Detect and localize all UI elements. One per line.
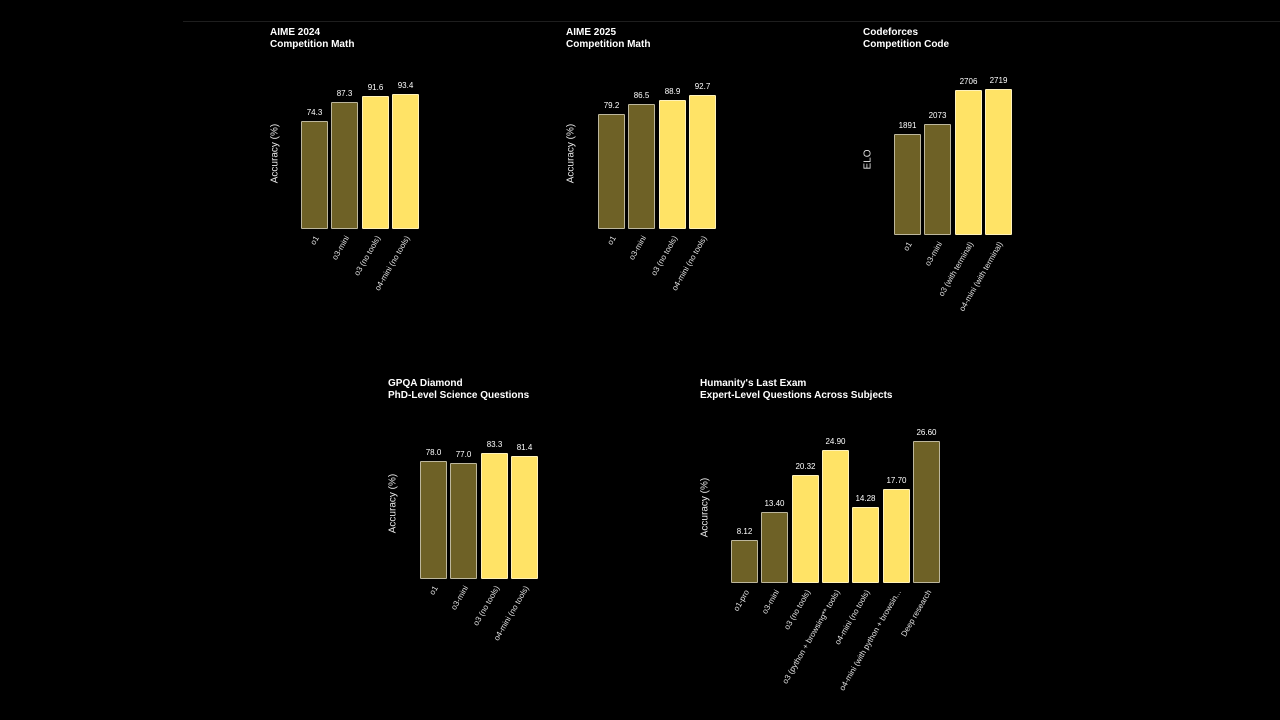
bar-value-label: 24.90 (825, 437, 846, 446)
bar-value-label: 2719 (989, 76, 1008, 85)
chart-subtitle-text: Competition Math (566, 39, 651, 50)
bar-o4-mini-no-tools[interactable] (852, 507, 879, 583)
bar-value-label: 77.0 (455, 450, 472, 459)
bar-value-label: 81.4 (516, 443, 533, 452)
x-tick-label: o3-mini (329, 234, 351, 262)
bar-value-label: 2706 (959, 77, 978, 86)
x-tick-label: o1 (605, 234, 618, 247)
bar-o1-pro[interactable] (731, 540, 758, 583)
bar-value-label: 8.12 (736, 527, 753, 536)
bar-o3-mini[interactable] (761, 512, 788, 583)
x-tick-label: o3-mini (759, 588, 781, 616)
bar-o3-mini[interactable] (924, 124, 951, 235)
y-axis-label: Accuracy (%) (387, 473, 399, 534)
top-divider (183, 21, 1280, 22)
x-tick-label: o3 (no tools) (470, 584, 501, 628)
bar-value-label: 1891 (898, 121, 917, 130)
bar-o3-no-tools[interactable] (792, 475, 819, 583)
chart-subtitle-text: Competition Math (270, 39, 355, 50)
bar-o3-no-tools[interactable] (659, 100, 686, 229)
chart-2: Codeforces Competition Code ELO 1891 o1 2073 o… (863, 27, 1123, 347)
x-tick-label: o1 (901, 240, 914, 253)
bar-o4-mini-with-python-browsin[interactable] (883, 489, 910, 583)
x-tick-label: o1 (308, 234, 321, 247)
chart-3: GPQA Diamond PhD-Level Science Questions A… (388, 378, 648, 698)
bar-o1[interactable] (894, 134, 921, 235)
bar-value-label: 74.3 (306, 108, 323, 117)
bar-value-label: 87.3 (336, 89, 353, 98)
bar-value-label: 20.32 (795, 462, 816, 471)
bar-o4-mini-no-tools[interactable] (392, 94, 419, 229)
bar-value-label: 91.6 (367, 83, 384, 92)
chart-title-text: Codeforces (863, 27, 919, 38)
chart-4: Humanity's Last Exam Expert-Level Questio… (700, 378, 960, 698)
x-tick-label: o1 (427, 584, 440, 597)
chart-title: GPQA Diamond PhD-Level Science Questions (388, 378, 529, 402)
bar-o3-with-terminal[interactable] (955, 90, 982, 235)
bar-deep-research[interactable] (913, 441, 940, 583)
bar-value-label: 83.3 (486, 440, 503, 449)
x-tick-label: o1-pro (731, 588, 751, 613)
y-axis-label: Accuracy (%) (565, 123, 577, 184)
chart-title-text: AIME 2024 (270, 27, 321, 38)
x-tick-label: o3 (python + browsing** tools) (780, 588, 842, 686)
chart-0: AIME 2024 Competition Math Accuracy (%) 74.… (270, 27, 530, 347)
chart-title: Humanity's Last Exam Expert-Level Questio… (700, 378, 892, 402)
x-tick-label: o3 (no tools) (781, 588, 812, 632)
bar-value-label: 86.5 (633, 91, 650, 100)
y-axis-label: ELO (862, 149, 874, 170)
x-tick-label: o4-mini (with python + browsin... (837, 588, 903, 693)
x-tick-label: o3 (no tools) (648, 234, 679, 278)
x-tick-label: Deep research (898, 588, 933, 639)
bar-o3-no-tools[interactable] (362, 96, 389, 229)
bar-value-label: 78.0 (425, 448, 442, 457)
bar-value-label: 2073 (928, 111, 947, 120)
chart-subtitle-text: PhD-Level Science Questions (388, 390, 530, 401)
bar-value-label: 26.60 (916, 428, 937, 437)
y-axis-label: Accuracy (%) (269, 123, 281, 184)
x-tick-label: o3-mini (448, 584, 470, 612)
chart-title: AIME 2025 Competition Math (566, 27, 650, 51)
bar-value-label: 88.9 (664, 87, 681, 96)
bar-value-label: 17.70 (886, 476, 907, 485)
chart-subtitle-text: Competition Code (863, 39, 950, 50)
chart-subtitle-text: Expert-Level Questions Across Subjects (700, 390, 893, 401)
chart-title-text: Humanity's Last Exam (700, 378, 807, 389)
chart-title: AIME 2024 Competition Math (270, 27, 354, 51)
bar-o3-mini[interactable] (450, 463, 477, 579)
bar-o1[interactable] (420, 461, 447, 579)
bar-o1[interactable] (301, 121, 328, 229)
bar-value-label: 92.7 (694, 82, 711, 91)
bar-value-label: 79.2 (603, 101, 620, 110)
chart-title-text: AIME 2025 (566, 27, 617, 38)
bar-o4-mini-no-tools[interactable] (511, 456, 538, 579)
chart-title: Codeforces Competition Code (863, 27, 949, 51)
bar-o3-no-tools[interactable] (481, 453, 508, 579)
bar-o1[interactable] (598, 114, 625, 229)
x-tick-label: o3-mini (626, 234, 648, 262)
y-axis-label: Accuracy (%) (699, 477, 711, 538)
chart-title-text: GPQA Diamond (388, 378, 463, 389)
bar-o3-mini[interactable] (628, 104, 655, 229)
bar-o3-python-browsing-tools[interactable] (822, 450, 849, 583)
bar-o4-mini-with-terminal[interactable] (985, 89, 1012, 235)
bar-value-label: 13.40 (764, 499, 785, 508)
bar-o3-mini[interactable] (331, 102, 358, 229)
bar-value-label: 93.4 (397, 81, 414, 90)
bar-value-label: 14.28 (855, 494, 876, 503)
chart-1: AIME 2025 Competition Math Accuracy (%) 79.… (566, 27, 826, 347)
x-tick-label: o3 (no tools) (351, 234, 382, 278)
bar-o4-mini-no-tools[interactable] (689, 95, 716, 229)
x-tick-label: o3-mini (922, 240, 944, 268)
